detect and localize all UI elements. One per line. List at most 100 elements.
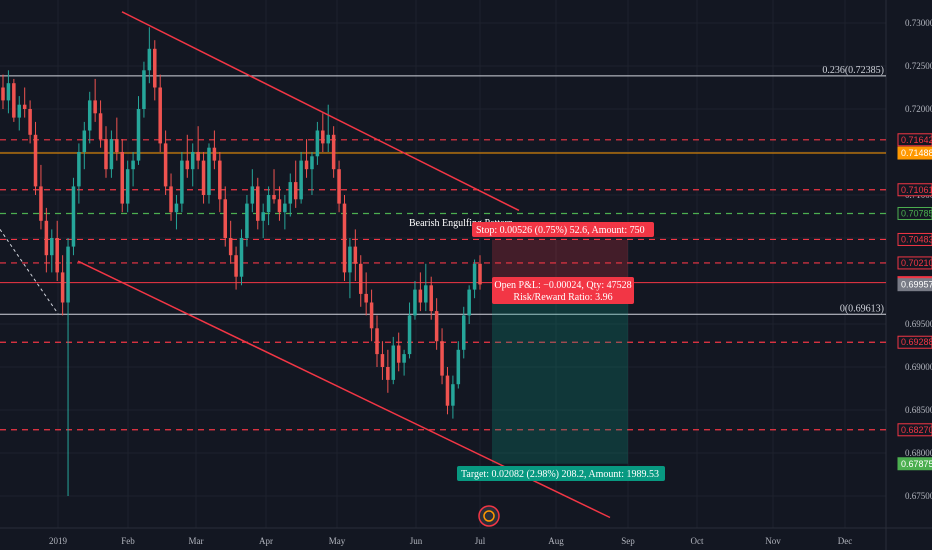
candle-body bbox=[212, 147, 217, 161]
price-tag-box bbox=[897, 423, 932, 437]
candle-body bbox=[185, 160, 190, 170]
candle-body bbox=[293, 182, 298, 200]
candle-body bbox=[440, 341, 444, 376]
dashed-trend-line bbox=[0, 229, 59, 314]
candle-body bbox=[87, 100, 92, 131]
price-tag-box bbox=[897, 457, 932, 471]
candle-body bbox=[375, 328, 379, 355]
candle-body bbox=[158, 87, 162, 144]
candle-body bbox=[245, 203, 249, 238]
x-tick-label: Apr bbox=[259, 536, 273, 546]
x-tick-label: Dec bbox=[838, 536, 853, 546]
candle-body bbox=[396, 345, 401, 363]
price-tag: 0.70785 bbox=[897, 206, 932, 220]
price-tag-label: 0.70483 bbox=[901, 234, 932, 244]
price-tag-box bbox=[897, 256, 932, 270]
candle-body bbox=[299, 160, 303, 200]
candle-body bbox=[261, 212, 265, 221]
candle-body bbox=[445, 375, 450, 406]
candle-body bbox=[223, 199, 228, 238]
candle-body bbox=[82, 130, 87, 152]
candle-body bbox=[429, 285, 433, 312]
candle-body bbox=[407, 315, 412, 355]
candle-body bbox=[413, 289, 417, 316]
candle-body bbox=[163, 143, 168, 187]
candle-body bbox=[1, 87, 5, 101]
candle-body bbox=[331, 134, 336, 170]
y-tick-label: 0.69000 bbox=[905, 362, 932, 372]
candle-body bbox=[33, 134, 38, 187]
price-tag: 0.70483 bbox=[897, 232, 932, 246]
y-tick-label: 0.72500 bbox=[905, 61, 932, 71]
candle-body bbox=[358, 263, 363, 294]
candle-body bbox=[190, 152, 195, 170]
y-tick-label: 0.69500 bbox=[905, 319, 932, 329]
candle-body bbox=[44, 220, 49, 256]
price-tag: 0.71488 bbox=[897, 146, 932, 160]
position-labels[interactable]: Stop: 0.00526 (0.75%) 52.6, Amount: 750 … bbox=[457, 222, 665, 481]
candle-body bbox=[380, 354, 385, 367]
price-tag-box bbox=[897, 206, 932, 220]
candle-body bbox=[386, 367, 390, 380]
tradingview-logo-icon bbox=[478, 505, 500, 527]
position-tool[interactable] bbox=[492, 239, 628, 464]
price-tag-label: 0.69957 bbox=[901, 280, 932, 290]
candle-body bbox=[250, 186, 255, 204]
candle-body bbox=[451, 384, 455, 406]
candle-body bbox=[456, 349, 461, 385]
candle-body bbox=[326, 134, 330, 144]
candle-body bbox=[337, 169, 341, 204]
candle-body bbox=[266, 195, 271, 213]
candle-body bbox=[39, 186, 43, 221]
stop-label-box bbox=[472, 222, 654, 237]
candle-body bbox=[109, 139, 114, 170]
price-tag-label: 0.70210 bbox=[901, 258, 932, 268]
candle-body bbox=[402, 354, 406, 363]
price-tag-box bbox=[897, 278, 932, 292]
candle-body bbox=[180, 160, 184, 204]
candle-body bbox=[467, 289, 471, 316]
candle-body bbox=[169, 186, 173, 213]
candle-body bbox=[104, 139, 108, 170]
target-label-box bbox=[457, 466, 665, 481]
candle-body bbox=[472, 263, 477, 290]
time-axis[interactable]: 2019 Feb Mar Apr May Jun Jul Aug Sep Oct Nov Dec bbox=[49, 536, 852, 546]
candle-body bbox=[93, 100, 97, 114]
price-tag: 0.70210 bbox=[897, 256, 932, 270]
y-tick-label: 0.68000 bbox=[905, 448, 932, 458]
x-tick-label: Feb bbox=[121, 536, 135, 546]
candle-body bbox=[147, 48, 152, 71]
price-axis[interactable]: 0.730000.725000.720000.715000.710000.705… bbox=[897, 18, 932, 501]
channel-upper-line bbox=[121, 11, 520, 212]
candle-body bbox=[283, 203, 287, 213]
target-zone bbox=[492, 284, 628, 464]
chart-labels: 0.236(0.72385) 0(0.69613) Bearish Engulf… bbox=[409, 65, 884, 314]
price-tag-label: 0.68270 bbox=[901, 425, 932, 435]
candle-body bbox=[55, 238, 59, 273]
pnl-label-box bbox=[492, 277, 634, 304]
candle-body bbox=[234, 255, 238, 277]
x-tick-label: Oct bbox=[691, 536, 704, 546]
price-tag: 0.69288 bbox=[897, 335, 932, 349]
candle-body bbox=[461, 315, 466, 350]
candle-body bbox=[98, 113, 103, 140]
target-label: Target: 0.02082 (2.98%) 208.2, Amount: 1… bbox=[461, 469, 659, 480]
candle-body bbox=[22, 104, 27, 109]
candle-body bbox=[115, 139, 119, 152]
price-tag: 0.69957 bbox=[897, 278, 932, 292]
y-tick-label: 0.73000 bbox=[905, 18, 932, 28]
risk-reward-label: Risk/Reward Ratio: 3.96 bbox=[513, 292, 612, 303]
price-tag: 0.71642 bbox=[897, 133, 932, 147]
candle-body bbox=[310, 156, 314, 170]
price-tag: 0.71061 bbox=[897, 183, 932, 197]
candle-body bbox=[348, 246, 352, 273]
candle-body bbox=[201, 160, 206, 195]
candle-body bbox=[174, 203, 179, 213]
candle-body bbox=[353, 246, 358, 264]
price-tag-label: 0.71061 bbox=[901, 185, 932, 195]
candle-body bbox=[434, 311, 439, 342]
horizontal-levels bbox=[0, 75, 886, 431]
